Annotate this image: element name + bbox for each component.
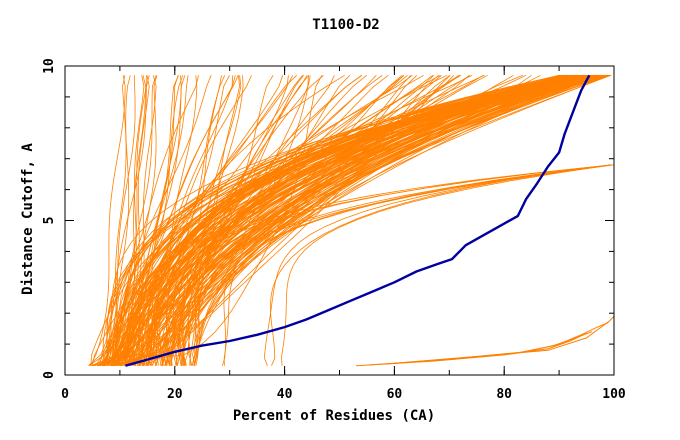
highlight-series-line — [125, 74, 591, 367]
model-line-upper-left — [98, 75, 222, 367]
model-line-main — [143, 74, 563, 366]
model-line-main — [170, 74, 608, 366]
y-tick-label: 5 — [42, 217, 57, 225]
model-line-main — [181, 74, 603, 366]
model-line-lower-right — [189, 164, 614, 366]
model-curves — [88, 74, 614, 367]
y-tick-label: 0 — [42, 371, 57, 379]
model-line-main — [161, 74, 573, 366]
model-line-lower-right — [174, 164, 611, 366]
model-line-main — [165, 74, 597, 366]
y-axis-label: Distance Cutoff, A — [20, 143, 36, 295]
model-line-main — [147, 74, 598, 366]
model-line-main — [191, 74, 599, 366]
model-line-main — [115, 74, 573, 366]
model-line-main — [123, 74, 578, 366]
y-axis: 0 5 10 — [42, 58, 614, 379]
model-line-main — [194, 74, 569, 366]
model-line-middle — [121, 74, 383, 366]
model-line-main — [134, 74, 561, 366]
model-line-main — [141, 74, 588, 366]
x-tick-label: 100 — [602, 387, 626, 402]
model-line-middle — [124, 74, 389, 366]
model-line-lower-right — [280, 164, 612, 366]
model-line-main — [124, 74, 609, 366]
model-line-middle — [100, 75, 405, 366]
model-line-main — [182, 74, 591, 366]
x-tick-label: 20 — [167, 387, 183, 402]
model-line-main — [108, 74, 568, 366]
x-axis-label: Percent of Residues (CA) — [233, 408, 435, 424]
model-line-main — [126, 74, 562, 366]
model-line-main — [151, 74, 607, 366]
model-line-lower-right — [221, 164, 614, 366]
model-line-main — [166, 74, 588, 366]
x-axis: 0 20 40 60 80 100 — [61, 66, 626, 402]
y-tick-label: 10 — [42, 58, 57, 74]
model-line-middle — [117, 75, 377, 366]
model-line-lower-right — [170, 164, 612, 366]
model-line-flat — [366, 331, 593, 366]
model-line-lower-right — [166, 164, 613, 366]
x-tick-label: 40 — [277, 387, 293, 402]
model-line-main — [179, 74, 591, 366]
model-line-main — [139, 74, 573, 366]
model-line-main — [170, 74, 585, 366]
model-line-middle — [128, 75, 351, 367]
model-line-main — [145, 74, 572, 366]
highlight-series-layer — [125, 74, 591, 367]
model-line-main — [192, 74, 560, 366]
model-line-steep — [90, 75, 126, 366]
model-line-flat — [383, 322, 609, 365]
x-tick-label: 60 — [387, 387, 403, 402]
model-line-lower-right — [270, 164, 611, 366]
model-line-main — [105, 74, 578, 366]
model-line-main — [163, 74, 608, 366]
model-line-main — [128, 74, 592, 366]
model-line-main — [181, 74, 581, 366]
x-tick-label: 80 — [496, 387, 512, 402]
model-line-main — [194, 74, 611, 366]
model-line-main — [128, 74, 610, 366]
chart-title: T1100-D2 — [312, 17, 379, 33]
x-tick-label: 0 — [61, 387, 69, 402]
